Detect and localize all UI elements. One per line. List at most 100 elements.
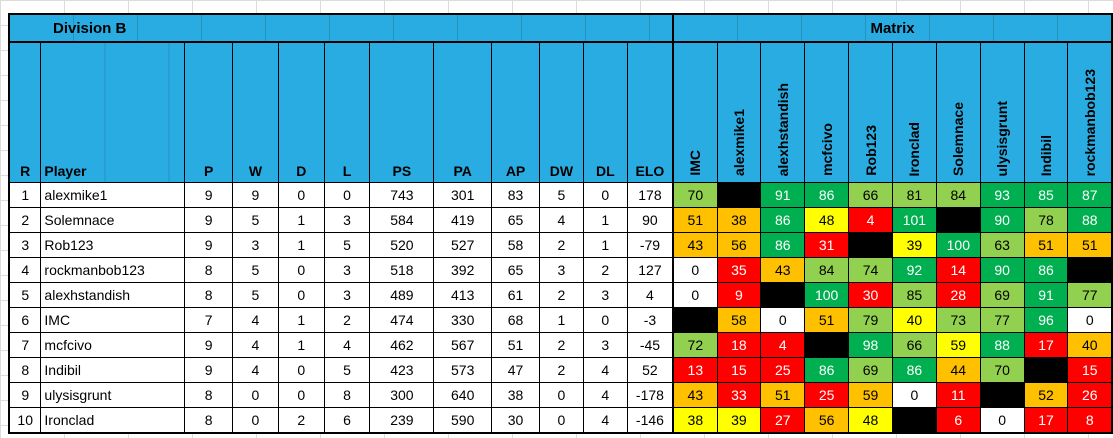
league-cell-pa[interactable]: 527: [433, 232, 493, 258]
league-cell-w[interactable]: 0: [232, 407, 279, 434]
league-cell-l[interactable]: 3: [323, 257, 371, 283]
matrix-cell[interactable]: 87: [1067, 182, 1113, 208]
league-cell-d[interactable]: 0: [277, 182, 325, 208]
matrix-cell[interactable]: 15: [716, 357, 762, 383]
league-header-ps[interactable]: PS: [369, 41, 435, 183]
league-cell-ps[interactable]: 520: [369, 232, 435, 258]
league-cell-w[interactable]: 3: [232, 232, 279, 258]
league-cell-l[interactable]: 3: [323, 207, 371, 233]
matrix-header-indibil[interactable]: Indibil: [1023, 41, 1069, 183]
league-cell-p[interactable]: 9: [184, 207, 234, 233]
matrix-cell[interactable]: 86: [804, 357, 850, 383]
matrix-cell[interactable]: 43: [672, 232, 718, 258]
matrix-cell[interactable]: [891, 407, 937, 434]
league-cell-p[interactable]: 8: [184, 282, 234, 308]
league-cell-ap[interactable]: 83: [491, 182, 540, 208]
league-cell-w[interactable]: 4: [232, 307, 279, 333]
matrix-cell[interactable]: 33: [716, 382, 762, 408]
league-cell-w[interactable]: 0: [232, 382, 279, 408]
matrix-cell[interactable]: [760, 282, 806, 308]
league-header-r[interactable]: R: [8, 41, 42, 183]
matrix-cell[interactable]: 0: [891, 382, 937, 408]
league-cell-pa[interactable]: 567: [433, 332, 493, 358]
matrix-cell[interactable]: 69: [848, 357, 893, 383]
league-header-w[interactable]: W: [232, 41, 279, 183]
league-cell-ps[interactable]: 423: [369, 357, 435, 383]
league-cell-ap[interactable]: 30: [491, 407, 540, 434]
league-cell-w[interactable]: 4: [232, 357, 279, 383]
matrix-cell[interactable]: 86: [1023, 257, 1069, 283]
league-cell-dw[interactable]: 5: [538, 182, 584, 208]
league-cell-pa[interactable]: 573: [433, 357, 493, 383]
matrix-cell[interactable]: [672, 307, 718, 333]
league-cell-l[interactable]: 2: [323, 307, 371, 333]
league-header-pa[interactable]: PA: [433, 41, 493, 183]
league-cell-ps[interactable]: 584: [369, 207, 435, 233]
matrix-cell[interactable]: 56: [716, 232, 762, 258]
league-cell-dw[interactable]: 2: [538, 332, 584, 358]
matrix-cell[interactable]: [1023, 357, 1069, 383]
league-cell-pa[interactable]: 301: [433, 182, 493, 208]
league-cell-elo[interactable]: -146: [626, 407, 674, 434]
matrix-cell[interactable]: 100: [804, 282, 850, 308]
league-cell-p[interactable]: 9: [184, 332, 234, 358]
matrix-cell[interactable]: 84: [804, 257, 850, 283]
league-cell-d[interactable]: 0: [277, 257, 325, 283]
matrix-cell[interactable]: 59: [848, 382, 893, 408]
league-cell-dl[interactable]: 3: [582, 332, 628, 358]
matrix-cell[interactable]: 79: [848, 307, 893, 333]
matrix-cell[interactable]: 66: [891, 332, 937, 358]
league-cell-ps[interactable]: 474: [369, 307, 435, 333]
matrix-cell[interactable]: 43: [672, 382, 718, 408]
matrix-cell[interactable]: 85: [1023, 182, 1069, 208]
league-cell-dl[interactable]: 3: [582, 282, 628, 308]
matrix-header-imc[interactable]: IMC: [672, 41, 718, 183]
league-cell-l[interactable]: 8: [323, 382, 371, 408]
league-cell-ap[interactable]: 38: [491, 382, 540, 408]
league-header-p[interactable]: P: [184, 41, 234, 183]
league-cell-r[interactable]: 4: [8, 257, 42, 283]
league-cell-l[interactable]: 5: [323, 357, 371, 383]
league-cell-player[interactable]: IMC: [40, 307, 186, 333]
matrix-cell[interactable]: 38: [672, 407, 718, 434]
league-cell-p[interactable]: 8: [184, 257, 234, 283]
league-cell-ps[interactable]: 489: [369, 282, 435, 308]
league-cell-pa[interactable]: 590: [433, 407, 493, 434]
league-cell-d[interactable]: 1: [277, 307, 325, 333]
matrix-cell[interactable]: 0: [672, 257, 718, 283]
league-cell-w[interactable]: 4: [232, 332, 279, 358]
matrix-cell[interactable]: 52: [1023, 382, 1069, 408]
matrix-cell[interactable]: 39: [891, 232, 937, 258]
league-cell-d[interactable]: 1: [277, 207, 325, 233]
league-cell-dl[interactable]: 1: [582, 232, 628, 258]
league-cell-player[interactable]: Ironclad: [40, 407, 186, 434]
league-cell-pa[interactable]: 640: [433, 382, 493, 408]
matrix-cell[interactable]: [848, 232, 893, 258]
league-cell-pa[interactable]: 392: [433, 257, 493, 283]
matrix-cell[interactable]: [716, 182, 762, 208]
league-cell-w[interactable]: 5: [232, 282, 279, 308]
league-cell-dl[interactable]: 4: [582, 357, 628, 383]
league-cell-r[interactable]: 2: [8, 207, 42, 233]
league-cell-l[interactable]: 5: [323, 232, 371, 258]
league-cell-elo[interactable]: 90: [626, 207, 674, 233]
matrix-cell[interactable]: 17: [1023, 332, 1069, 358]
matrix-cell[interactable]: 93: [979, 182, 1025, 208]
matrix-cell[interactable]: 17: [1023, 407, 1069, 434]
matrix-cell[interactable]: 88: [1067, 207, 1113, 233]
matrix-cell[interactable]: [935, 207, 981, 233]
matrix-cell[interactable]: 25: [760, 357, 806, 383]
matrix-cell[interactable]: 48: [848, 407, 893, 434]
league-header-l[interactable]: L: [323, 41, 371, 183]
league-cell-dl[interactable]: 4: [582, 382, 628, 408]
league-cell-elo[interactable]: -79: [626, 232, 674, 258]
matrix-header-solemnace[interactable]: Solemnace: [935, 41, 981, 183]
league-cell-p[interactable]: 9: [184, 182, 234, 208]
matrix-header-alexhstandish[interactable]: alexhstandish: [760, 41, 806, 183]
matrix-cell[interactable]: 48: [804, 207, 850, 233]
matrix-cell[interactable]: [804, 332, 850, 358]
matrix-header-ulysisgrunt[interactable]: ulysisgrunt: [979, 41, 1025, 183]
league-cell-d[interactable]: 1: [277, 332, 325, 358]
league-cell-d[interactable]: 0: [277, 357, 325, 383]
league-cell-d[interactable]: 0: [277, 382, 325, 408]
